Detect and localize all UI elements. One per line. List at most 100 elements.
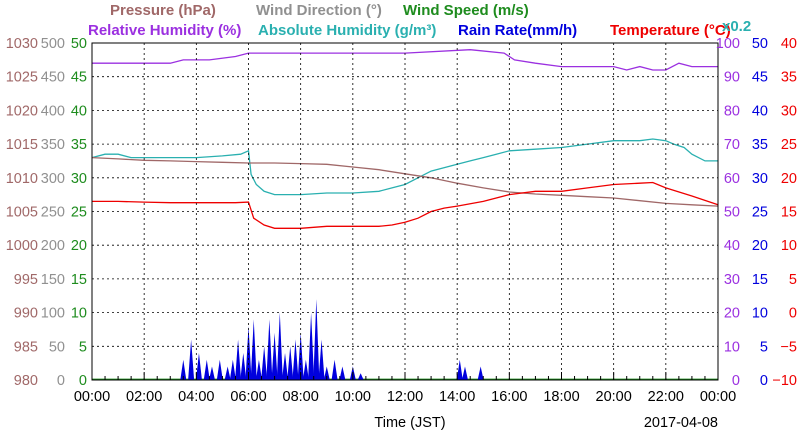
date-label: 2017-04-08 xyxy=(644,415,718,431)
rain-rate-bar xyxy=(250,319,257,380)
x-tick-labels: 00:00 02:00 04:00 06:00 08:00 10:00 12:00 14:00… xyxy=(74,389,736,405)
rain-rate-bar xyxy=(331,359,338,380)
rain_rate-tick-label: 5 xyxy=(760,339,768,355)
humidity-tick-label: 40 xyxy=(724,238,740,254)
wind_direction-tick-label: 450 xyxy=(41,70,65,86)
pressure-tick-label: 1020 xyxy=(6,103,38,119)
rain-rate-bar xyxy=(456,359,463,380)
header-label-hdr2-3: Temperature (°C) xyxy=(610,22,731,39)
temperature-tick-label: 40 xyxy=(781,36,797,52)
rain-rate-bar xyxy=(339,366,346,380)
humidity-tick-label: 10 xyxy=(724,339,740,355)
rain-rate-bar xyxy=(318,339,325,380)
temperature-tick-label: 35 xyxy=(781,70,797,86)
humidity-tick-label: 90 xyxy=(724,70,740,86)
humidity-tick-label: 20 xyxy=(724,306,740,322)
pressure-tick-label: 1005 xyxy=(6,205,38,221)
x-tick-label: 06:00 xyxy=(230,389,266,405)
wind_speed-tick-label: 0 xyxy=(79,373,87,389)
rain-rate-bar xyxy=(477,366,484,380)
wind_speed-tick-label: 25 xyxy=(71,205,87,221)
rain_rate-tick-label: 15 xyxy=(752,272,768,288)
wind_speed-tick-label: 35 xyxy=(71,137,87,153)
wind_speed-tick-label: 10 xyxy=(71,306,87,322)
rain-rate-bar xyxy=(308,312,315,380)
humidity-tick-label: 30 xyxy=(724,272,740,288)
wind_speed-tick-label: 20 xyxy=(71,238,87,254)
pressure-tick-label: 1025 xyxy=(6,70,38,86)
rain-rate-bar xyxy=(323,366,330,380)
x-tick-label: 16:00 xyxy=(491,389,527,405)
rain-rate-bar xyxy=(276,312,283,380)
wind_speed-tick-label: 5 xyxy=(79,339,87,355)
wind_direction-tick-label: 200 xyxy=(41,238,65,254)
rain_rate-tick-label: 35 xyxy=(752,137,768,153)
rain-rate-bar xyxy=(203,359,210,380)
wind_direction-tick-label: 100 xyxy=(41,306,65,322)
wind_direction-tick-label: 350 xyxy=(41,137,65,153)
rain-rate-bar xyxy=(229,359,236,380)
temperature-tick-label: −5 xyxy=(780,339,797,355)
rain_rate-tick-label: 50 xyxy=(752,36,768,52)
temperature-tick-label: 10 xyxy=(781,238,797,254)
header-label-hdr2-2: Rain Rate(mm/h) xyxy=(458,22,577,39)
rain-rate-bar xyxy=(216,359,223,380)
header-row-1: Pressure (hPa) Wind Direction (°) Wind Spe… xyxy=(110,2,529,19)
left-axes: 1030102510201015101010051000995990985980… xyxy=(6,36,87,389)
wind_direction-tick-label: 50 xyxy=(49,339,65,355)
rain-rate-bar xyxy=(240,353,247,380)
header-label-hdr1-2: Wind Speed (m/s) xyxy=(403,2,529,19)
rain_rate-tick-label: 40 xyxy=(752,103,768,119)
rain-rate-bar xyxy=(287,346,294,380)
rain-rate-bar xyxy=(188,339,195,380)
rain-rate-bar xyxy=(302,359,309,380)
humidity-tick-label: 80 xyxy=(724,103,740,119)
rain-rate-bar xyxy=(208,366,215,380)
rain-rate-bar xyxy=(266,319,273,380)
pressure-tick-label: 1015 xyxy=(6,137,38,153)
x-tick-label: 18:00 xyxy=(543,389,579,405)
wind_speed-tick-label: 50 xyxy=(71,36,87,52)
rain_rate-tick-label: 30 xyxy=(752,171,768,187)
x-tick-label: 08:00 xyxy=(283,389,319,405)
rain-rate-bar xyxy=(195,353,202,380)
header-label-hdr1-1: Wind Direction (°) xyxy=(256,2,382,19)
wind_speed-tick-label: 30 xyxy=(71,171,87,187)
x-tick-label: 02:00 xyxy=(126,389,162,405)
pressure-tick-label: 1010 xyxy=(6,171,38,187)
pressure-tick-label: 985 xyxy=(14,339,38,355)
temperature-tick-label: 5 xyxy=(789,272,797,288)
rain-rate-bar xyxy=(255,359,262,380)
x-tick-label: 22:00 xyxy=(648,389,684,405)
pressure-tick-label: 1000 xyxy=(6,238,38,254)
wind_direction-tick-label: 0 xyxy=(57,373,65,389)
rain-rate-bar xyxy=(461,366,468,380)
wind_direction-tick-label: 400 xyxy=(41,103,65,119)
x-tick-label: 12:00 xyxy=(387,389,423,405)
rain-rate-bar xyxy=(282,353,289,380)
wind_speed-tick-label: 15 xyxy=(71,272,87,288)
header-row-2: Relative Humidity (%) Absolute Humidity (… xyxy=(88,18,751,39)
rain_rate-tick-label: 20 xyxy=(752,238,768,254)
rain_rate-tick-label: 25 xyxy=(752,205,768,221)
wind_direction-tick-label: 250 xyxy=(41,205,65,221)
humidity-tick-label: 60 xyxy=(724,171,740,187)
rain-rate-bar xyxy=(297,332,304,380)
x-tick-label: 14:00 xyxy=(439,389,475,405)
wind_speed-tick-label: 45 xyxy=(71,70,87,86)
grid-layer xyxy=(91,43,719,380)
wind_direction-tick-label: 500 xyxy=(41,36,65,52)
pressure-tick-label: 980 xyxy=(14,373,38,389)
humidity-series-0-line xyxy=(92,49,718,71)
header-label-hdr2-0: Relative Humidity (%) xyxy=(88,22,241,39)
rain-rate-bar xyxy=(313,299,320,380)
x-tick-label: 04:00 xyxy=(178,389,214,405)
rain-rate-bar xyxy=(235,339,242,380)
x-axis-title: Time (JST) xyxy=(374,415,445,431)
rain-rate-bar xyxy=(224,366,231,380)
right-axes: 1009080706050403020100504540353025201510… xyxy=(716,36,797,389)
wind_speed-tick-label: 40 xyxy=(71,103,87,119)
humidity-tick-label: 70 xyxy=(724,137,740,153)
header-label-hdr2-4: x0.2 xyxy=(722,18,751,35)
humidity-series-1-line xyxy=(91,138,718,196)
